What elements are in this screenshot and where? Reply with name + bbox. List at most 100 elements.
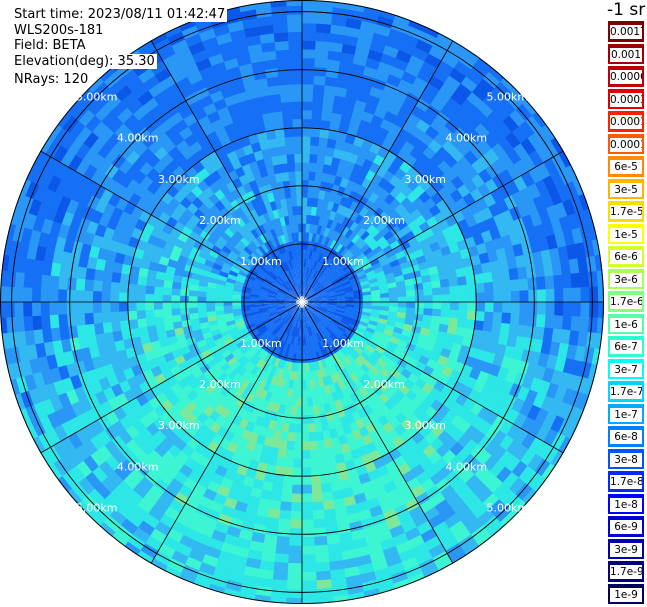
data-gate [357,240,368,250]
data-gate [466,310,477,321]
data-gate [369,366,381,377]
data-gate [321,394,330,405]
data-gate [254,470,266,482]
data-gate [477,78,496,96]
data-gate [309,370,315,381]
data-gate [361,434,374,446]
field-label: Field: BETA [12,38,88,53]
data-gate [328,302,338,304]
data-gate [421,321,432,330]
data-gate [318,295,329,299]
data-gate [366,237,377,248]
data-gate [455,105,472,122]
data-gate [335,351,344,361]
data-gate [325,311,335,317]
data-gate [301,362,306,373]
data-gate [282,351,289,362]
data-gate [312,92,325,103]
data-gate [471,502,489,520]
data-gate [263,472,275,484]
data-gate [528,149,545,168]
data-gate [309,291,318,298]
colorbar-cell: 1.7e-6 [607,290,645,313]
data-gate [320,421,330,432]
data-gate [361,311,372,317]
data-gate [362,305,373,310]
data-gate [288,545,302,556]
data-gate [453,259,465,270]
data-gate [383,328,394,337]
data-gate [302,127,312,137]
data-gate [350,448,362,460]
data-gate [269,596,287,604]
data-gate [373,266,384,275]
data-gate [543,428,559,447]
data-gate [320,482,333,494]
data-gate [423,308,433,317]
data-gate [162,308,172,317]
data-gate [397,78,414,93]
data-gate [301,449,311,460]
data-gate [249,384,259,396]
data-gate [354,266,365,275]
data-gate [445,358,457,370]
data-gate [276,527,291,538]
data-gate [482,94,500,112]
data-gate [302,75,315,85]
data-gate [353,292,364,297]
data-gate [286,440,295,451]
data-gate [240,520,255,533]
data-gate [449,441,465,457]
data-gate [331,489,344,501]
data-gate [197,296,207,302]
data-gate [322,93,336,105]
data-gate [464,474,481,491]
data-gate [298,354,302,364]
data-gate [392,475,407,489]
data-gate [311,118,322,129]
data-gate [328,383,337,394]
data-gate [515,103,534,122]
data-gate [380,53,397,67]
data-gate [310,326,315,336]
data-gate [596,270,604,288]
data-gate [404,62,422,78]
data-gate [326,393,335,404]
data-gate [345,328,356,336]
colorbar-cell: 1e-7 [607,402,645,425]
data-gate [340,334,350,344]
data-gate [302,57,316,68]
colorbar-tick-label: 3e-7 [610,362,642,377]
data-gate [57,301,68,315]
data-gate [270,375,278,386]
data-gate [385,249,396,259]
data-gate [357,445,370,458]
data-gate [354,213,364,225]
data-gate [194,532,212,547]
data-gate [480,206,494,221]
data-gate [498,258,510,272]
data-gate [282,475,293,486]
data-gate [354,203,365,215]
data-gate [509,109,527,128]
data-gate [506,424,522,441]
data-gate [315,31,331,43]
data-gate [511,86,530,105]
data-gate [501,312,512,325]
data-gate [238,0,256,4]
data-gate [389,354,401,365]
data-gate [457,419,472,435]
data-gate [296,397,302,407]
data-gate [306,267,310,277]
data-gate [302,188,309,198]
data-gate [500,234,513,249]
data-gate [304,240,309,250]
data-gate [278,154,288,165]
data-gate [283,342,289,353]
data-gate [396,312,407,319]
data-gate [518,465,535,484]
data-gate [381,333,392,342]
data-gate [336,307,346,312]
data-gate [302,22,318,33]
